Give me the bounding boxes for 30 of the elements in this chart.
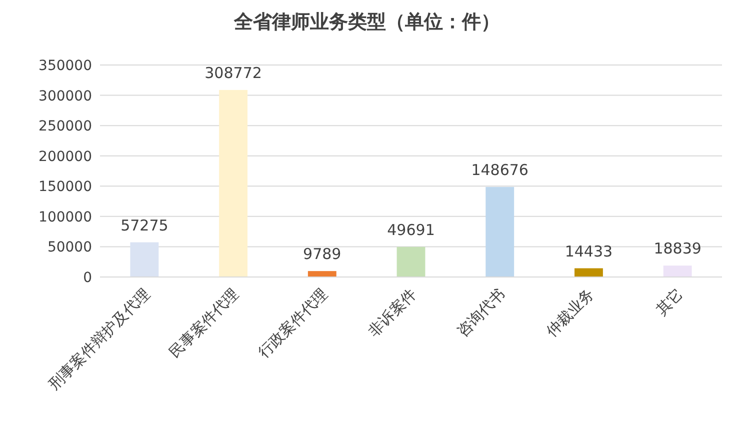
x-tick-label: 非诉案件 xyxy=(364,285,420,340)
data-label: 57275 xyxy=(120,216,168,234)
x-tick-label: 行政案件代理 xyxy=(254,285,331,362)
data-label: 9789 xyxy=(303,245,342,264)
bar xyxy=(574,268,603,277)
y-tick-label: 300000 xyxy=(38,88,92,104)
bar xyxy=(396,246,426,277)
data-label: 18839 xyxy=(654,240,702,258)
bar xyxy=(130,242,159,277)
y-tick-label: 0 xyxy=(83,270,92,286)
bar xyxy=(663,266,692,277)
chart-title: 全省律师业务类型（单位：件） xyxy=(233,11,500,33)
x-tick-label: 其它 xyxy=(652,285,686,320)
y-tick-label: 100000 xyxy=(38,209,92,226)
x-tick-label: 刑事案件辩护及代理 xyxy=(45,285,154,394)
y-tick-label: 50000 xyxy=(47,240,92,256)
x-tick-label: 民事案件代理 xyxy=(166,285,242,362)
data-label: 148676 xyxy=(471,160,528,179)
bar xyxy=(308,271,336,277)
x-tick-label: 咨询代书 xyxy=(454,285,509,340)
data-label: 49691 xyxy=(387,220,435,239)
data-label: 308772 xyxy=(204,64,262,82)
data-label: 14433 xyxy=(564,242,613,260)
bar xyxy=(486,186,514,277)
y-tick-label: 250000 xyxy=(38,118,92,135)
bar xyxy=(219,90,248,277)
x-tick-label: 仲裁业务 xyxy=(542,285,598,340)
y-tick-label: 150000 xyxy=(38,179,92,196)
y-tick-label: 350000 xyxy=(38,58,92,74)
y-tick-label: 200000 xyxy=(38,148,92,165)
